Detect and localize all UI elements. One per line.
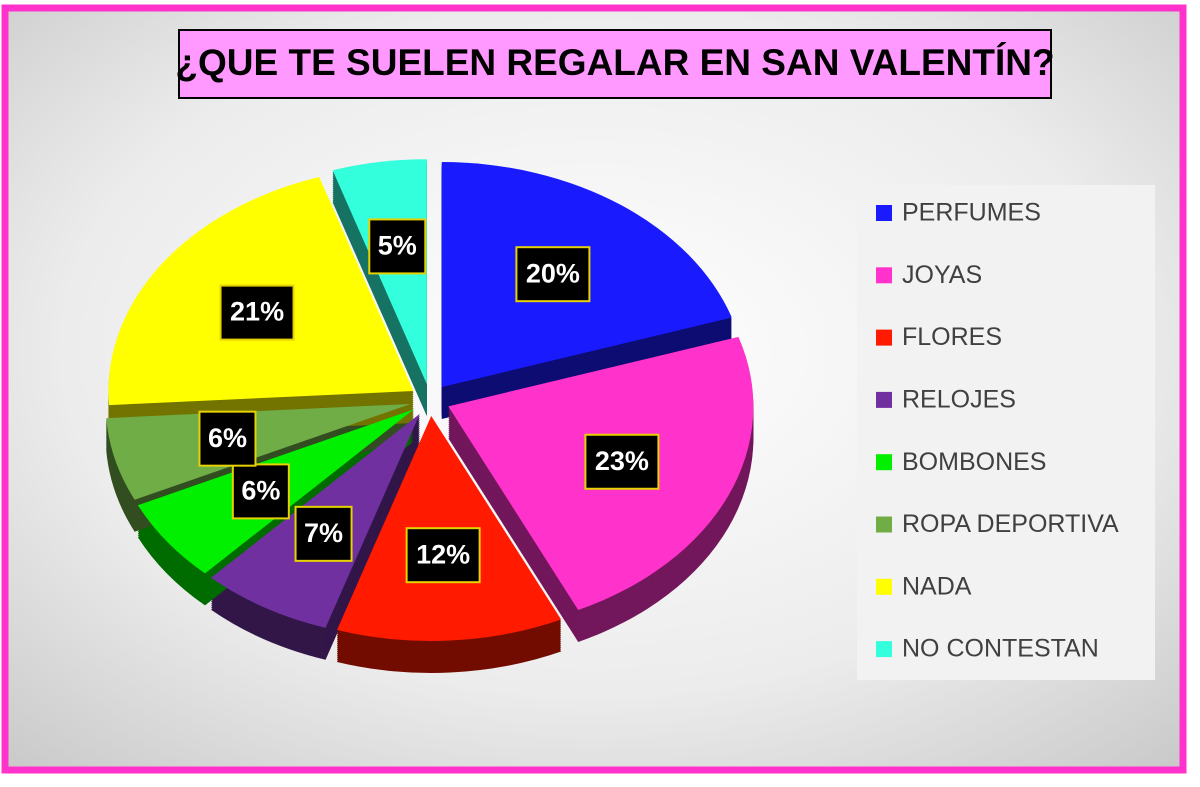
- legend-swatch: [876, 267, 892, 284]
- title-box: [178, 29, 1052, 99]
- legend-swatch: [876, 578, 892, 595]
- data-label-box: [198, 410, 257, 467]
- legend-label: FLORES: [902, 323, 1002, 351]
- data-label: 6%: [241, 476, 280, 506]
- slice: [106, 403, 411, 500]
- data-label-box: [584, 433, 660, 490]
- data-label-box: [405, 527, 481, 584]
- legend-label: JOYAS: [902, 261, 982, 289]
- legend-swatch: [876, 516, 892, 533]
- legend-label: RELOJES: [902, 386, 1016, 414]
- data-label: 7%: [304, 518, 343, 548]
- legend-swatch: [876, 205, 892, 221]
- legend-swatch: [876, 641, 892, 658]
- legend-swatch: [876, 329, 892, 346]
- data-label-box: [368, 218, 427, 275]
- data-label-box: [515, 246, 591, 303]
- data-label-box: [294, 505, 353, 562]
- data-label: 12%: [416, 539, 470, 569]
- data-label-box: [219, 284, 295, 341]
- data-label: 6%: [208, 423, 247, 453]
- data-label: 23%: [595, 446, 649, 476]
- legend-swatch: [876, 391, 892, 408]
- legend-label: NO CONTESTAN: [902, 635, 1099, 663]
- legend-label: ROPA DEPORTIVA: [902, 510, 1119, 538]
- data-label: 5%: [378, 231, 417, 261]
- data-label: 21%: [230, 297, 284, 327]
- data-label-box: [231, 463, 290, 520]
- legend-box: [857, 185, 1155, 680]
- chart-title: ¿QUE TE SUELEN REGALAR EN SAN VALENTÍN?: [175, 42, 1054, 83]
- legend-label: NADA: [902, 572, 972, 600]
- legend-label: BOMBONES: [902, 448, 1046, 476]
- legend-label: PERFUMES: [902, 199, 1041, 227]
- data-label: 20%: [526, 258, 580, 288]
- legend-swatch: [876, 454, 892, 471]
